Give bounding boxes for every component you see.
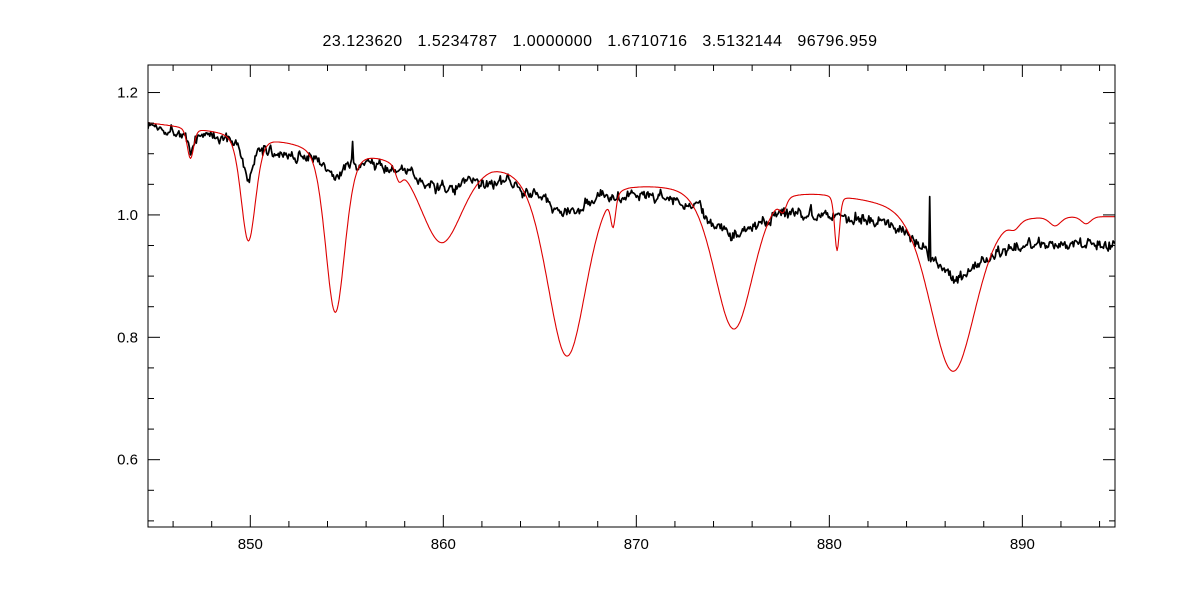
x-tick-label: 870 bbox=[624, 536, 649, 553]
x-tick-label: 880 bbox=[817, 536, 842, 553]
plot-frame bbox=[147, 64, 1116, 528]
y-tick-label: 0.6 bbox=[117, 452, 138, 469]
plot-title: 23.123620 1.5234787 1.0000000 1.6710716 … bbox=[322, 33, 878, 50]
x-tick-label: 860 bbox=[431, 536, 456, 553]
x-tick-label: 890 bbox=[1010, 536, 1035, 553]
y-tick-label: 1.0 bbox=[117, 207, 138, 224]
y-tick-label: 1.2 bbox=[117, 85, 138, 102]
y-tick-label: 0.8 bbox=[117, 329, 138, 346]
model-spectrum-line bbox=[148, 122, 1115, 372]
series-group bbox=[148, 121, 1115, 372]
observed-spectrum-line bbox=[148, 121, 1115, 284]
x-tick-label: 850 bbox=[238, 536, 263, 553]
axes: 850 860 870 880 890 0.6 0.8 1.0 1.2 bbox=[117, 64, 1116, 553]
